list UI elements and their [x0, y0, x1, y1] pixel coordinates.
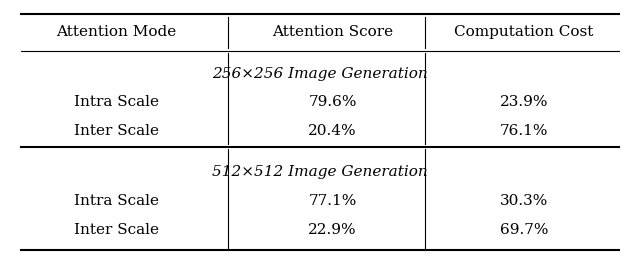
Text: Intra Scale: Intra Scale [74, 194, 159, 208]
Text: 30.3%: 30.3% [500, 194, 548, 208]
Text: 512×512 Image Generation: 512×512 Image Generation [212, 166, 428, 179]
Text: 79.6%: 79.6% [308, 95, 357, 110]
Text: Inter Scale: Inter Scale [74, 124, 159, 138]
Text: Attention Score: Attention Score [272, 25, 394, 40]
Text: Computation Cost: Computation Cost [454, 25, 593, 40]
Text: 20.4%: 20.4% [308, 124, 357, 138]
Text: Intra Scale: Intra Scale [74, 95, 159, 110]
Text: 22.9%: 22.9% [308, 222, 357, 237]
Text: Inter Scale: Inter Scale [74, 222, 159, 237]
Text: 256×256 Image Generation: 256×256 Image Generation [212, 67, 428, 81]
Text: 69.7%: 69.7% [500, 222, 548, 237]
Text: Attention Mode: Attention Mode [56, 25, 176, 40]
Text: 76.1%: 76.1% [500, 124, 548, 138]
Text: 77.1%: 77.1% [308, 194, 357, 208]
Text: 23.9%: 23.9% [500, 95, 548, 110]
